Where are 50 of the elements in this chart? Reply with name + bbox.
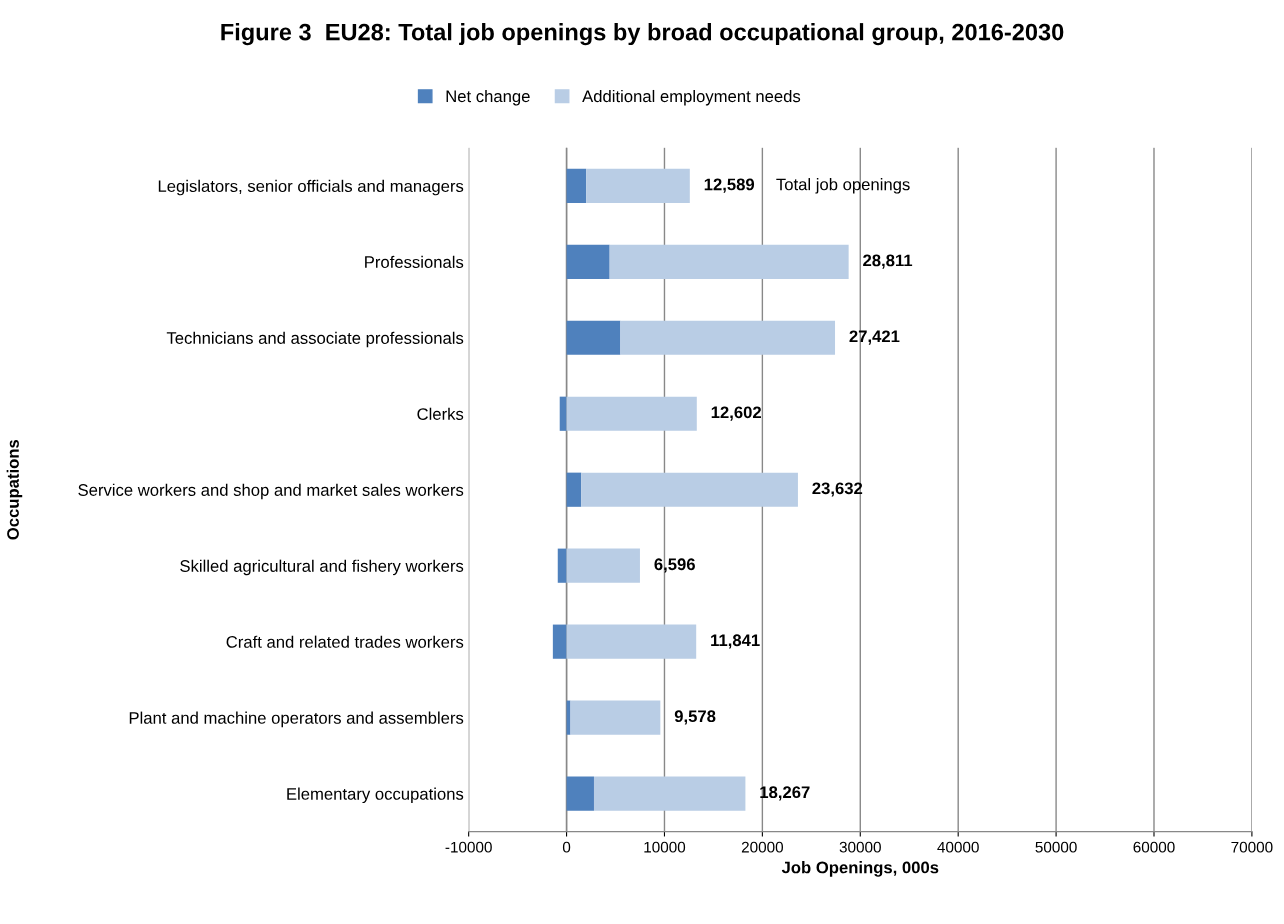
total-label: 6,596: [654, 558, 695, 573]
x-tick-label: 70000: [1231, 841, 1273, 853]
x-tick-label: -10000: [445, 841, 492, 853]
y-tick-label: Plant and machine operators and assemblers: [129, 711, 464, 728]
total-label: 9,578: [674, 710, 716, 725]
x-tick-label: 10000: [644, 841, 686, 853]
y-tick-label: Elementary occupations: [287, 787, 464, 804]
y-tick-label: Legislators, senior officials and managers: [158, 179, 464, 196]
bar: [593, 776, 746, 811]
bar: [566, 168, 587, 203]
x-tick-label: 40000: [937, 841, 979, 853]
bar: [620, 320, 836, 355]
y-tick-label: Skilled agricultural and fishery workers: [180, 559, 464, 576]
y-axis-title: Occupations: [6, 439, 23, 540]
chart-title: Figure 3 EU28: Total job openings by broad occupational group, 2016-2030: [221, 23, 1064, 46]
bar: [557, 548, 567, 583]
legend-label: Net change: [446, 89, 530, 106]
bar: [566, 548, 640, 583]
total-label: 23,632: [812, 482, 863, 497]
total-label: 12,602: [711, 406, 761, 421]
bar: [570, 700, 661, 735]
bar: [581, 472, 798, 507]
y-tick-label: Technicians and associate professionals: [166, 331, 464, 348]
bar: [609, 244, 849, 279]
x-tick-label: 50000: [1035, 841, 1077, 853]
x-axis-title: Job Openings, 000s: [781, 861, 939, 877]
total-label: 12,589: [704, 178, 755, 193]
bar: [566, 320, 621, 355]
x-tick-label: 0: [562, 841, 571, 853]
y-tick-label: Clerks: [417, 407, 464, 420]
x-tick-label: 30000: [839, 841, 881, 853]
bar: [559, 396, 567, 431]
bar: [566, 396, 697, 431]
total-label: 18,267: [760, 786, 810, 801]
bar: [566, 244, 610, 279]
bar: [586, 168, 690, 203]
bar: [566, 472, 582, 507]
total-label: 11,841: [711, 634, 760, 649]
annotation: Total job openings: [776, 178, 910, 194]
x-tick-label: 60000: [1133, 841, 1175, 853]
total-label: 27,421: [849, 330, 900, 345]
legend-label: Additional employment needs: [582, 89, 801, 106]
total-label: 28,811: [863, 254, 913, 269]
y-tick-label: Professionals: [365, 255, 464, 268]
bar: [566, 624, 697, 659]
x-tick-label: 20000: [741, 841, 784, 853]
y-tick-label: Craft and related trades workers: [226, 635, 464, 648]
bar: [552, 624, 567, 659]
y-tick-label: Service workers and shop and market sales workers: [78, 483, 464, 500]
bar: [566, 776, 594, 811]
